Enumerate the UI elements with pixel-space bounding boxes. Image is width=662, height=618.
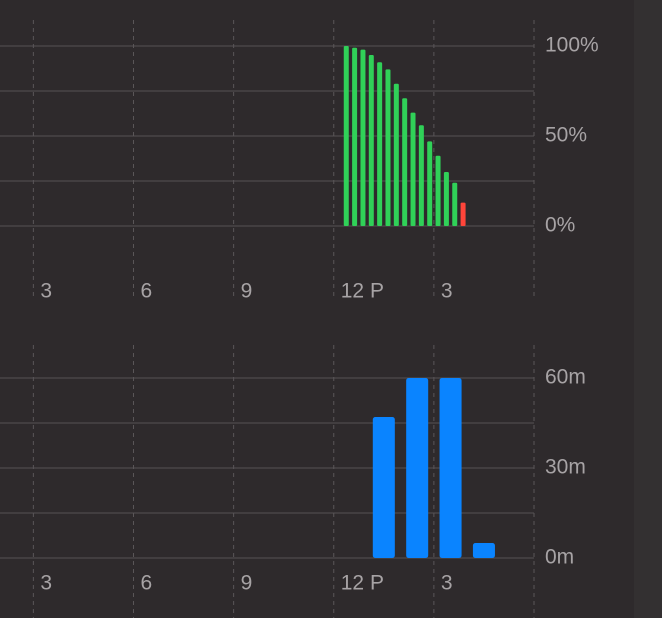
y-tick-label: 50%	[545, 124, 587, 147]
x-tick-label: 9	[241, 572, 253, 595]
bar	[372, 417, 395, 558]
x-tick-label: 12 P	[341, 572, 384, 595]
bar	[443, 172, 449, 226]
bar	[377, 62, 383, 227]
bar	[352, 47, 358, 226]
bar	[385, 69, 391, 227]
bar	[343, 46, 349, 226]
x-tick-label: 3	[441, 572, 453, 595]
x-tick-label: 9	[241, 280, 253, 303]
x-tick-label: 3	[441, 280, 453, 303]
bar	[368, 55, 374, 226]
panel	[0, 0, 634, 618]
y-tick-label: 0m	[545, 546, 574, 569]
bar	[472, 543, 495, 558]
x-tick-label: 3	[40, 280, 52, 303]
bar	[439, 378, 462, 558]
x-tick-label: 6	[141, 572, 153, 595]
y-tick-label: 0%	[545, 214, 575, 237]
bar	[452, 182, 458, 226]
x-tick-label: 3	[40, 572, 52, 595]
bar	[402, 98, 408, 226]
bar	[435, 155, 441, 226]
y-tick-label: 30m	[545, 456, 586, 479]
bar	[393, 83, 399, 226]
bar	[410, 112, 416, 226]
sidebar-strip	[634, 0, 662, 618]
bar	[460, 202, 466, 226]
bar	[406, 378, 429, 558]
bar	[360, 49, 366, 226]
y-tick-label: 100%	[545, 34, 599, 57]
y-tick-label: 60m	[545, 366, 586, 389]
x-tick-label: 6	[141, 280, 153, 303]
bar	[418, 125, 424, 226]
bar	[427, 141, 433, 226]
x-tick-label: 12 P	[341, 280, 384, 303]
